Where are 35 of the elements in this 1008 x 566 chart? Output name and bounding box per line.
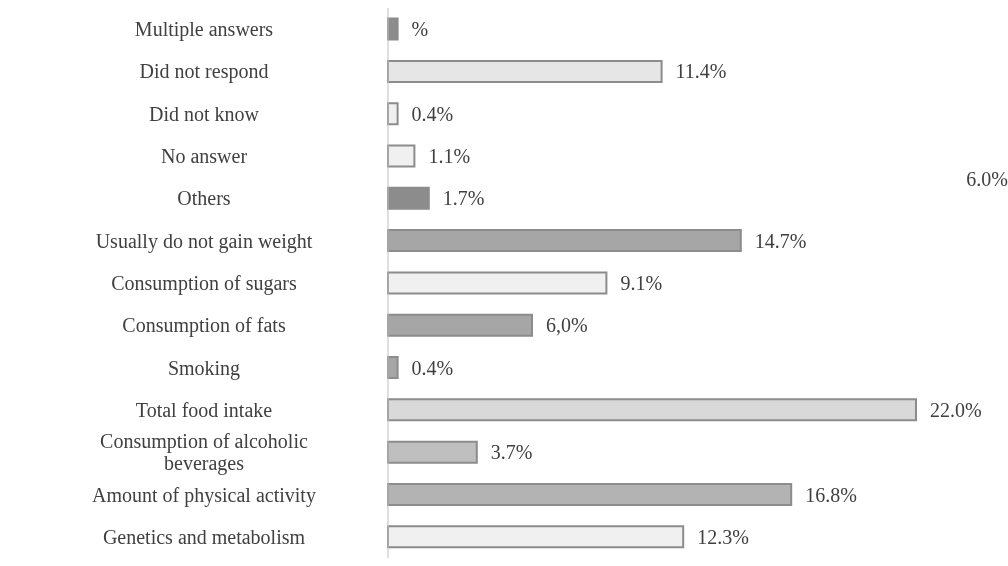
data-label: 1.1%	[428, 145, 471, 168]
data-label: 0.4%	[411, 102, 454, 125]
y-tick-label: Consumption of fats	[122, 314, 286, 338]
data-label: 12.3%	[697, 525, 749, 548]
bar	[387, 144, 416, 168]
data-label: 22.0%	[930, 398, 982, 421]
data-label: 14.7%	[754, 229, 807, 252]
y-tick-label: No answer	[160, 145, 248, 168]
bar	[387, 59, 663, 83]
bar	[387, 398, 917, 422]
y-tick-label: Did not know	[149, 102, 260, 125]
data-label: 16.8%	[805, 483, 857, 506]
data-label: 11.4%	[675, 60, 727, 83]
y-tick-label: Genetics and metabolism	[102, 525, 306, 548]
y-tick-label: Did not respond	[139, 60, 269, 84]
data-label: 0.4%	[411, 356, 454, 379]
y-tick-label: Consumption of sugars	[111, 272, 297, 295]
data-label: 1.7%	[442, 187, 485, 210]
bar	[387, 271, 608, 295]
text: 6.0%	[966, 168, 1008, 191]
bar	[387, 525, 685, 549]
data-label: 3.7%	[490, 441, 533, 464]
y-tick-label: Usually do not gain weight	[95, 229, 313, 253]
data-label: 9.1%	[620, 272, 663, 295]
y-tick-label: Consumption of alcoholic beverages	[100, 430, 308, 476]
bar	[387, 186, 430, 210]
bar	[387, 313, 533, 337]
y-tick-label: Total food intake	[135, 398, 273, 421]
y-tick-label: Multiple answers	[134, 18, 274, 42]
y-tick-label: Smoking	[167, 356, 241, 380]
y-tick-label: Others	[177, 187, 231, 210]
data-label: 6,0%	[546, 314, 588, 337]
data-label: %	[411, 18, 429, 41]
y-tick-label: Amount of physical activity	[92, 483, 316, 507]
bar	[387, 229, 742, 253]
